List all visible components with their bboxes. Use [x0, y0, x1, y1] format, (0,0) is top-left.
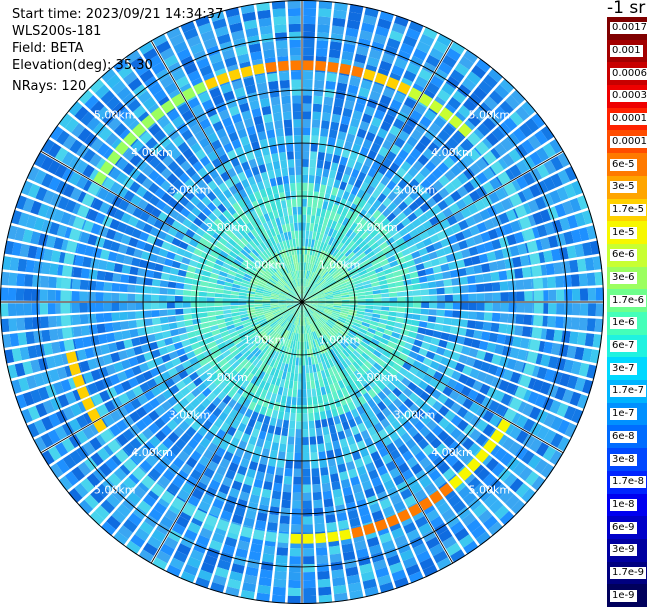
- range-label: 3.00km: [394, 408, 436, 421]
- instrument-text: WLS200s-181: [12, 24, 102, 39]
- range-label: 1.00km: [244, 259, 286, 272]
- colorbar-label: 1e-7: [610, 408, 637, 421]
- range-label: 3.00km: [394, 184, 436, 197]
- colorbar-label: 1.7e-8: [610, 476, 647, 489]
- start-time-text: Start time: 2023/09/21 14:34:37: [12, 7, 224, 22]
- colorbar-label: 3e-9: [610, 544, 637, 557]
- colorbar-label: 3e-8: [610, 453, 637, 466]
- field-text: Field: BETA: [12, 41, 84, 56]
- colorbar-label: 6e-7: [610, 340, 637, 353]
- range-label: 2.00km: [206, 221, 248, 234]
- ppi-aerosol-layer: [60, 60, 544, 544]
- range-label: 3.00km: [169, 408, 211, 421]
- range-label: 1.00km: [244, 334, 286, 347]
- range-label: 4.00km: [431, 146, 473, 159]
- range-label: 4.00km: [131, 446, 173, 459]
- range-label: 2.00km: [206, 371, 248, 384]
- ppi-range-gates: [0, 0, 604, 604]
- ppi-scan-plot: 1.00km 1.00km 1.00km 1.00km 2.00km 2.00km 2.00…: [0, 0, 604, 604]
- colorbar-label: 3e-5: [610, 181, 637, 194]
- colorbar-label: 6e-5: [610, 158, 637, 171]
- range-label: 2.00km: [356, 371, 398, 384]
- scan-info: Start time: 2023/09/21 14:34:37 WLS200s-…: [12, 6, 223, 95]
- range-label: 4.00km: [131, 146, 173, 159]
- range-label: 2.00km: [356, 221, 398, 234]
- colorbar-title: -1 sr: [607, 0, 646, 18]
- colorbar-label: 1.7e-6: [610, 294, 647, 307]
- colorbar-label: 1e-8: [610, 498, 637, 511]
- colorbar-label: 6e-9: [610, 521, 637, 534]
- range-label: 1.00km: [319, 334, 361, 347]
- colorbar-label: 1.7e-9: [610, 566, 647, 579]
- colorbar-label: 0.0017: [610, 22, 647, 35]
- colorbar-label: 1e-9: [610, 589, 637, 602]
- colorbar-label: 1e-6: [610, 317, 637, 330]
- colorbar-label: 1.7e-7: [610, 385, 647, 398]
- range-label: 5.00km: [94, 483, 136, 496]
- colorbar-label: 3e-6: [610, 271, 637, 284]
- colorbar-label: 6e-6: [610, 249, 637, 262]
- range-label: 5.00km: [469, 109, 511, 122]
- range-label: 4.00km: [431, 446, 473, 459]
- range-label: 5.00km: [469, 483, 511, 496]
- range-label: 5.00km: [94, 109, 136, 122]
- colorbar: 0.0017 0.001 0.0006 0.0003 0.00017 0.0001 6e-5…: [607, 17, 647, 607]
- colorbar-label: 1.7e-5: [610, 203, 647, 216]
- colorbar-label: 0.0001: [610, 135, 647, 148]
- colorbar-label: 3e-7: [610, 362, 637, 375]
- range-label: 1.00km: [319, 259, 361, 272]
- colorbar-label: 0.001: [610, 45, 643, 58]
- colorbar-label: 6e-8: [610, 430, 637, 443]
- colorbar-label: 0.00017: [610, 113, 647, 126]
- nrays-text: NRays: 120: [12, 79, 87, 94]
- range-label: 3.00km: [169, 184, 211, 197]
- colorbar-label: 0.0003: [610, 90, 647, 103]
- range-labels: 1.00km 1.00km 1.00km 1.00km 2.00km 2.00km 2.00…: [94, 109, 510, 497]
- azimuth-spokes: [0, 0, 604, 604]
- elevation-text: Elevation(deg): 35.30: [12, 58, 153, 73]
- colorbar-label: 1e-5: [610, 226, 637, 239]
- colorbar-label: 0.0006: [610, 67, 647, 80]
